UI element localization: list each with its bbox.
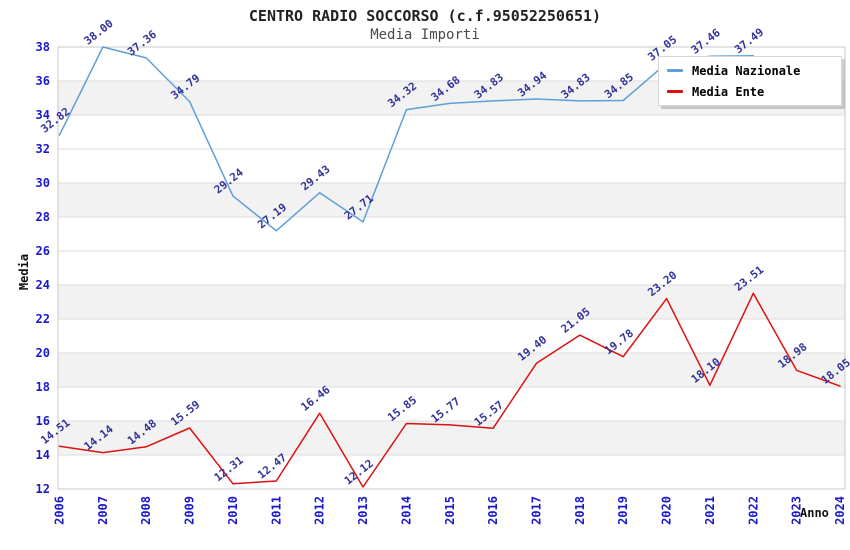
legend-item-media-ente: Media Ente [667, 83, 833, 100]
x-tick-label: 2017 [529, 496, 543, 525]
x-tick-label: 2015 [443, 496, 457, 525]
legend-line-sample-ente [667, 90, 683, 93]
y-tick-label: 20 [36, 346, 50, 360]
x-tick-label: 2013 [356, 496, 370, 525]
legend: Media Nazionale Media Ente [658, 56, 842, 106]
legend-item-media-nazionale: Media Nazionale [667, 62, 833, 79]
plot-band [58, 353, 845, 387]
y-tick-label: 30 [36, 176, 50, 190]
y-tick-label: 36 [36, 74, 50, 88]
x-tick-label: 2023 [790, 496, 804, 525]
legend-label-ente: Media Ente [692, 84, 765, 99]
plot-border [57, 46, 846, 490]
x-tick-label: 2009 [183, 496, 197, 525]
x-tick-label: 2014 [399, 496, 413, 525]
y-tick-label: 18 [36, 380, 50, 394]
chart-title: CENTRO RADIO SOCCORSO (c.f.95052250651) [248, 7, 602, 25]
x-tick-label: 2011 [269, 496, 283, 525]
y-tick-label: 26 [36, 244, 50, 258]
x-tick-label: 2010 [226, 496, 240, 525]
x-tick-label: 2016 [486, 496, 500, 525]
y-tick-label: 12 [36, 482, 50, 496]
y-tick-label: 16 [36, 414, 50, 428]
y-tick-label: 14 [36, 448, 50, 462]
plot-band [58, 183, 845, 217]
plot-band [58, 285, 845, 319]
y-tick-label: 24 [36, 278, 50, 292]
x-tick-label: 2007 [96, 496, 110, 525]
plot-band [58, 421, 845, 455]
y-tick-label: 38 [36, 40, 50, 54]
legend-label-nazionale: Media Nazionale [692, 63, 801, 78]
data-label: 15.85 [385, 393, 419, 424]
y-tick-label: 28 [36, 210, 50, 224]
x-tick-label: 2018 [573, 496, 587, 525]
y-tick-label: 34 [36, 108, 50, 122]
data-label: 16.46 [298, 383, 332, 414]
x-tick-label: 2008 [139, 496, 153, 525]
data-label: 12.12 [342, 457, 376, 488]
x-tick-label: 2020 [660, 496, 674, 525]
chart-subtitle: Media Importi [370, 27, 480, 43]
x-tick-label: 2019 [616, 496, 630, 525]
x-tick-label: 2021 [703, 496, 717, 525]
y-axis-title: Media [17, 254, 31, 290]
x-tick-label: 2022 [746, 496, 760, 525]
x-axis-title: Anno [800, 506, 829, 520]
media-nazionale-line [58, 46, 755, 232]
x-tick-label: 2012 [313, 496, 327, 525]
x-tick-label: 2024 [833, 496, 847, 525]
x-tick-label: 2006 [53, 496, 67, 525]
y-tick-label: 22 [36, 312, 50, 326]
media-ente-line [58, 292, 841, 488]
y-tick-label: 32 [36, 142, 50, 156]
data-label: 12.47 [255, 451, 289, 482]
legend-line-sample-nazionale [667, 69, 683, 72]
